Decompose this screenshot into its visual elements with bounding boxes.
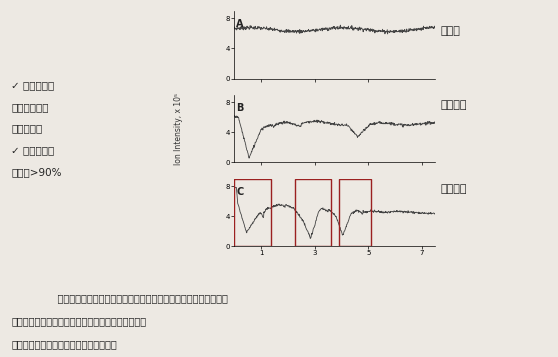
Bar — [234, 178, 271, 246]
Text: 度可以>90%: 度可以>90% — [11, 167, 62, 177]
Text: A: A — [237, 19, 244, 29]
Text: ✓ 基质效应并: ✓ 基质效应并 — [11, 80, 55, 90]
Text: 该法的优点是可以方便地考察评价不同样品处理方法: 该法的优点是可以方便地考察评价不同样品处理方法 — [11, 316, 146, 326]
Text: 液液茧取: 液液茧取 — [441, 100, 467, 110]
Bar — [339, 178, 371, 246]
Text: 剑前沿发生: 剑前沿发生 — [11, 124, 42, 134]
Text: C: C — [237, 187, 244, 197]
Text: 蛋白沉淠: 蛋白沉淠 — [441, 183, 467, 194]
Text: 对响应的影响，以及选择合适的色谱条件: 对响应的影响，以及选择合适的色谱条件 — [11, 339, 117, 349]
Text: ✓ 基质抑制程: ✓ 基质抑制程 — [11, 145, 55, 155]
Text: Ion Intensity, x 10⁵: Ion Intensity, x 10⁵ — [174, 92, 183, 165]
Text: 动态观察基质效应在整个色谱分析过程中对待测成分响应的影响，: 动态观察基质效应在整个色谱分析过程中对待测成分响应的影响， — [45, 293, 228, 303]
Text: B: B — [237, 103, 244, 113]
Text: 不仅限于在溶: 不仅限于在溶 — [11, 102, 49, 112]
Bar — [295, 178, 331, 246]
Text: 流动相: 流动相 — [441, 26, 461, 36]
